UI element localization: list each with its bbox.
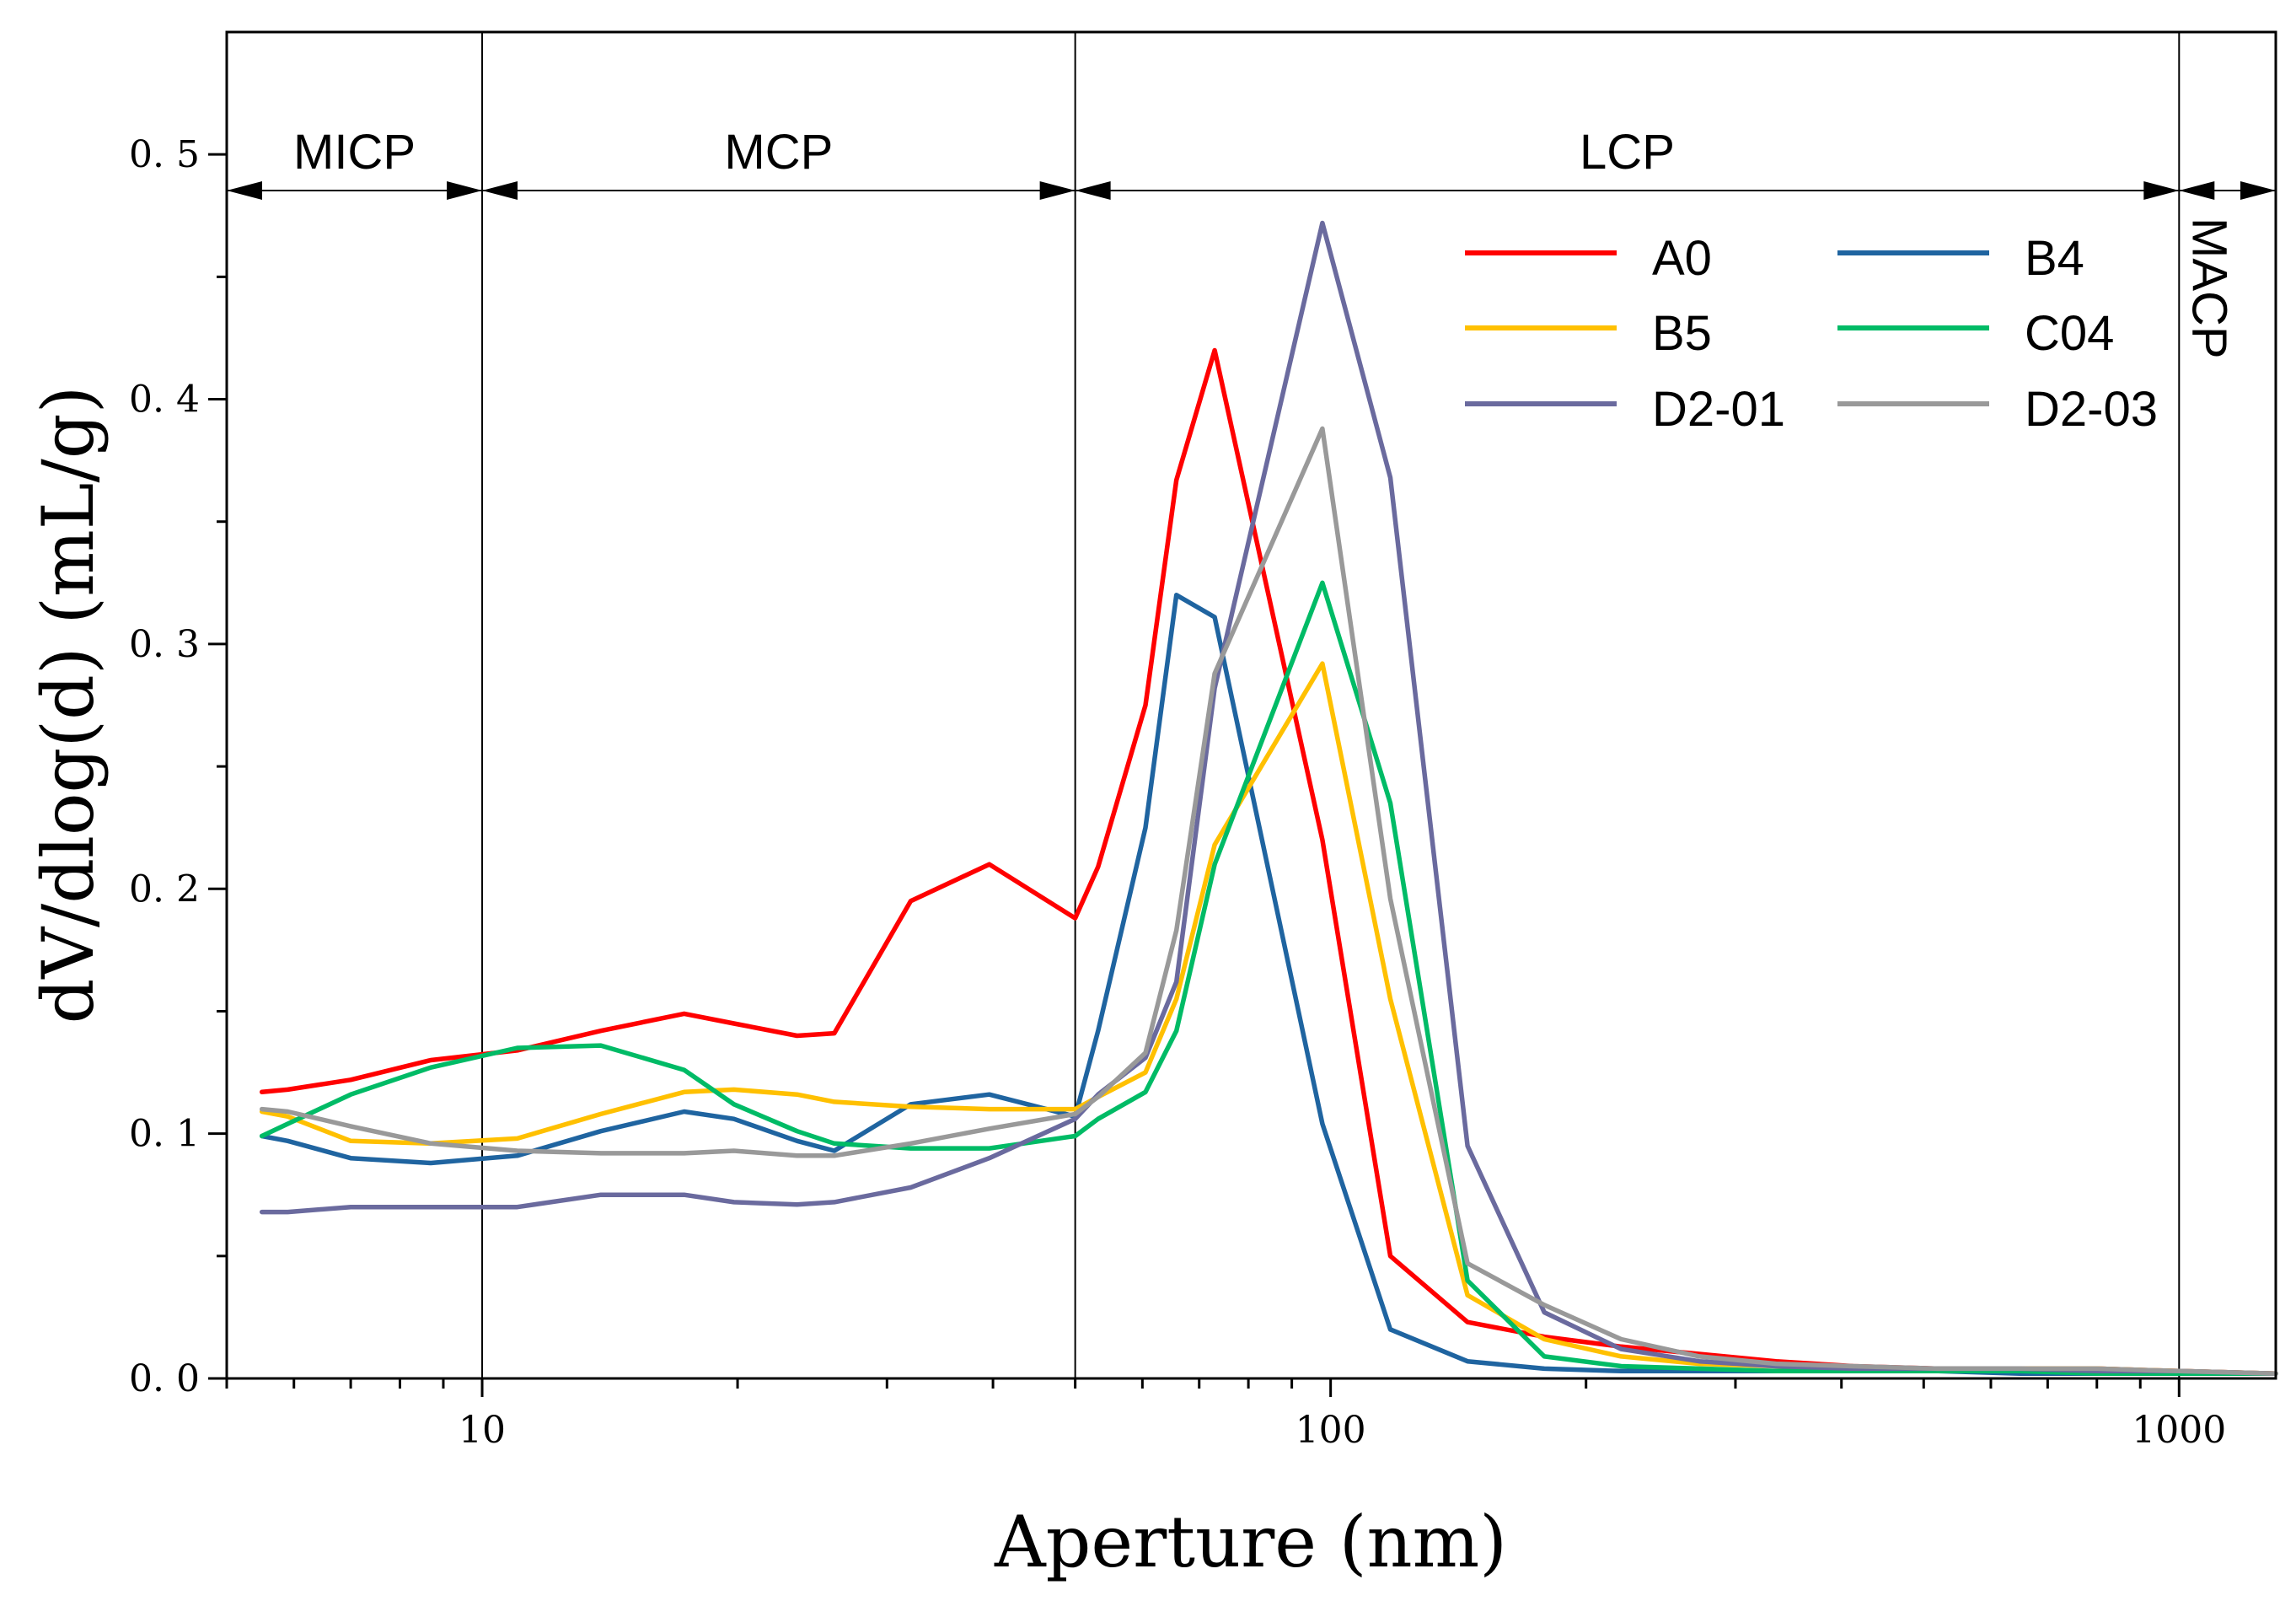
region-arrowhead <box>227 181 262 200</box>
plot-frame <box>225 30 2277 1380</box>
data-series <box>259 220 2278 1376</box>
x-ticks: 10 100 1000 <box>225 1378 2226 1452</box>
y-ticks: 0. 0 0. 1 0. 2 0. 3 0. 4 0. 5 <box>129 133 227 1400</box>
y-tick-label: 0. 5 <box>129 133 200 176</box>
region-annotations: MICP MCP LCP MACP <box>227 125 2276 359</box>
region-arrowhead <box>447 181 483 200</box>
y-axis-title: dV/dlog(d) (mL/g) <box>27 386 110 1024</box>
y-tick-label: 0. 3 <box>129 623 200 666</box>
legend-label-c04: C04 <box>2025 306 2114 361</box>
region-arrowhead <box>2143 181 2180 200</box>
series-line-d2-03 <box>259 426 2278 1376</box>
region-label: MCP <box>724 125 833 180</box>
region-label: MACP <box>2181 218 2236 359</box>
series-line-c04 <box>259 580 2278 1376</box>
legend-label-a0: A0 <box>1652 231 1712 286</box>
x-axis-title: Aperture (nm) <box>994 1501 1507 1583</box>
x-tick-label: 100 <box>1296 1409 1366 1452</box>
y-tick-label: 0. 2 <box>129 868 200 911</box>
axes <box>225 30 2277 1380</box>
legend-label-d2-03: D2-03 <box>2025 382 2158 437</box>
region-arrowhead <box>1039 181 1076 200</box>
region-arrowhead <box>1075 181 1111 200</box>
y-tick-label: 0. 4 <box>129 379 200 422</box>
region-arrowhead <box>482 181 518 200</box>
y-tick-label: 0. 1 <box>129 1113 200 1156</box>
legend: A0 B5 D2-01 B4 C04 D2-03 <box>1465 231 2158 437</box>
region-arrowhead <box>2179 181 2215 200</box>
legend-label-b4: B4 <box>2025 231 2084 286</box>
legend-label-b5: B5 <box>1652 306 1712 361</box>
x-tick-label: 1000 <box>2132 1409 2226 1452</box>
region-label: LCP <box>1580 125 1675 180</box>
y-tick-label: 0. 0 <box>129 1357 200 1400</box>
legend-label-d2-01: D2-01 <box>1652 382 1785 437</box>
region-label: MICP <box>293 125 416 180</box>
region-arrowhead <box>2240 181 2276 200</box>
region-boundaries <box>481 32 2181 1378</box>
x-tick-label: 10 <box>459 1409 506 1452</box>
